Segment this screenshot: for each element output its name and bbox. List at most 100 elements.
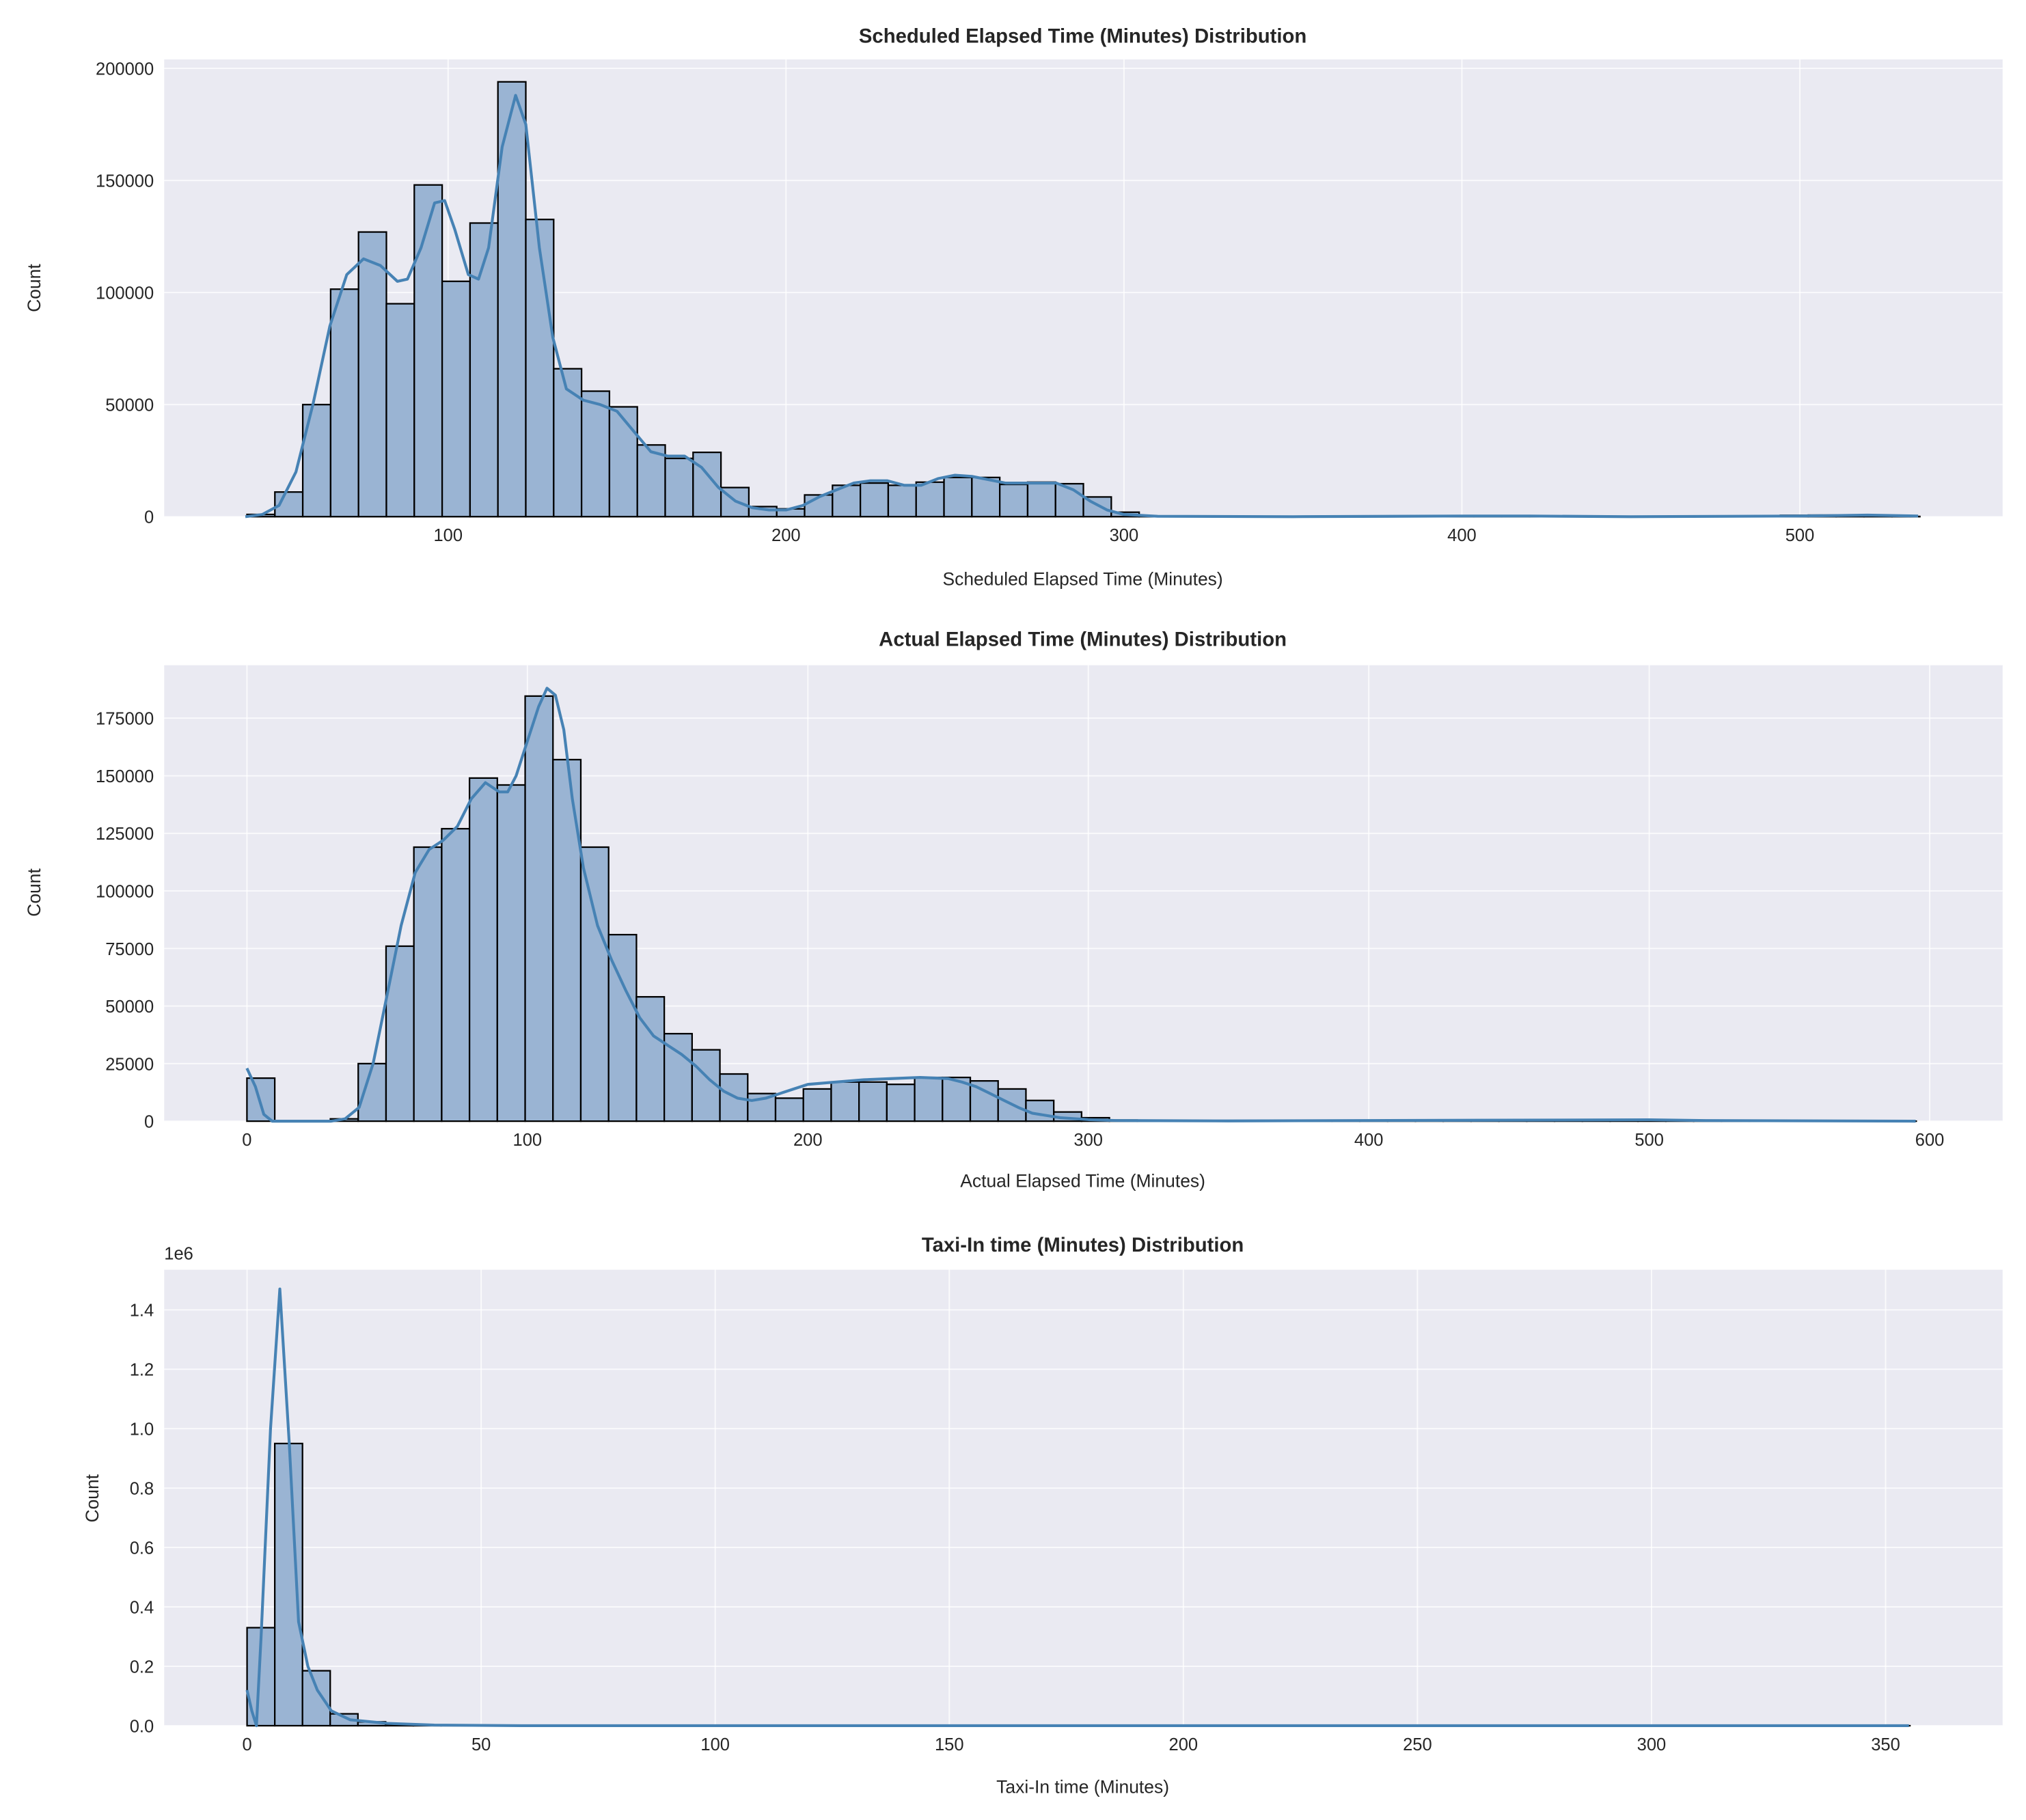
x-tick-label: 200 — [771, 526, 801, 545]
histogram-bar — [943, 476, 973, 518]
histogram-bar — [915, 481, 945, 518]
y-tick-label: 50000 — [105, 396, 154, 415]
histogram-bar — [357, 231, 387, 518]
x-tick-label: 100 — [513, 1131, 543, 1150]
y-tick-label: 125000 — [96, 825, 154, 844]
x-tick-label: 200 — [1169, 1735, 1199, 1754]
histogram-bar — [496, 784, 526, 1122]
x-tick-label: 50 — [471, 1735, 491, 1754]
y-tick-label: 1.2 — [130, 1361, 154, 1380]
histogram-bar — [441, 280, 471, 518]
y-tick-label: 150000 — [96, 767, 154, 786]
x-tick-label: 300 — [1073, 1131, 1103, 1150]
y-tick-label: 25000 — [105, 1055, 154, 1074]
histogram-bar — [1026, 481, 1056, 518]
x-axis-label: Scheduled Elapsed Time (Minutes) — [942, 568, 1222, 589]
x-tick-label: 300 — [1637, 1735, 1667, 1754]
histogram-bar — [942, 1076, 972, 1122]
chart-title: Actual Elapsed Time (Minutes) Distributi… — [879, 628, 1287, 650]
x-tick-label: 150 — [935, 1735, 964, 1754]
histogram-bar — [497, 81, 527, 518]
x-tick-label: 400 — [1447, 526, 1477, 545]
x-tick-label: 200 — [793, 1131, 823, 1150]
y-tick-label: 100000 — [96, 284, 154, 303]
histogram-bar — [469, 222, 499, 518]
histogram-bar — [608, 406, 638, 518]
histogram-bar — [579, 846, 610, 1122]
histogram-bar — [246, 1077, 276, 1122]
x-tick-label: 100 — [700, 1735, 730, 1754]
histogram-bar — [301, 404, 332, 518]
histogram-bar — [858, 1081, 888, 1122]
histogram-bar — [413, 846, 443, 1122]
plot-area — [164, 1269, 2003, 1728]
histogram-bar — [971, 476, 1001, 518]
histogram-bar — [914, 1076, 944, 1122]
histogram-bar — [830, 1081, 860, 1122]
subplot-actual-elapsed: Actual Elapsed Time (Minutes) Distributi… — [24, 628, 2003, 1191]
y-tick-label: 0.4 — [130, 1599, 154, 1618]
histogram-bar — [580, 390, 611, 518]
histogram-bar — [1025, 1099, 1055, 1122]
subplot-taxi-in: Taxi-In time (Minutes) Distribution Taxi… — [82, 1234, 2003, 1797]
y-tick-label: 75000 — [105, 940, 154, 959]
y-tick-label: 1.4 — [130, 1301, 154, 1321]
x-tick-label: 600 — [1915, 1131, 1945, 1150]
histogram-bar — [441, 827, 471, 1122]
histogram-bar — [635, 995, 666, 1122]
kde-line — [245, 1287, 1909, 1728]
y-tick-label: 50000 — [105, 997, 154, 1017]
x-tick-label: 500 — [1634, 1131, 1664, 1150]
y-axis-label: Count — [24, 264, 44, 312]
histogram-bar — [524, 695, 554, 1122]
y-tick-label: 0 — [144, 508, 154, 527]
x-tick-label: 350 — [1871, 1735, 1900, 1754]
chart-title: Scheduled Elapsed Time (Minutes) Distrib… — [859, 25, 1306, 47]
histogram-bar — [468, 777, 498, 1122]
histogram-bar — [525, 219, 555, 518]
histogram-bar — [329, 288, 359, 518]
x-axis-label: Taxi-In time (Minutes) — [996, 1776, 1169, 1797]
histogram-bar — [301, 1670, 331, 1727]
y-tick-label: 0.0 — [130, 1717, 154, 1736]
plot-area — [164, 665, 2003, 1123]
histogram-bar — [886, 1084, 916, 1122]
x-tick-label: 100 — [433, 526, 463, 545]
histogram-bar — [413, 184, 443, 518]
subplot-scheduled-elapsed: Scheduled Elapsed Time (Minutes) Distrib… — [24, 25, 2003, 589]
plot-area — [164, 59, 2003, 519]
y-tick-label: 150000 — [96, 172, 154, 191]
y-tick-label: 0.8 — [130, 1480, 154, 1499]
histogram-bar — [999, 483, 1029, 518]
histogram-bar — [663, 1032, 693, 1122]
y-tick-label: 0.6 — [130, 1539, 154, 1558]
y-tick-label: 0.2 — [130, 1657, 154, 1677]
plot-background — [164, 1269, 2003, 1726]
histogram-bar — [385, 303, 415, 518]
y-axis-label: Count — [24, 868, 44, 917]
y-tick-label: 175000 — [96, 710, 154, 729]
x-axis-label: Actual Elapsed Time (Minutes) — [960, 1171, 1205, 1191]
kde-line — [245, 94, 1919, 519]
histogram-bar — [357, 1062, 387, 1122]
histogram-bar — [664, 457, 694, 518]
y-offset-text: 1e6 — [164, 1244, 193, 1263]
x-tick-label: 400 — [1354, 1131, 1384, 1150]
histogram-bar — [553, 368, 583, 518]
y-tick-label: 100000 — [96, 883, 154, 902]
y-axis-label: Count — [82, 1474, 102, 1522]
histogram-bar — [774, 1097, 804, 1122]
x-tick-label: 0 — [242, 1131, 251, 1150]
histogram-bar — [887, 484, 917, 518]
histogram-bar — [859, 482, 890, 518]
histogram-bar — [636, 444, 666, 518]
x-tick-label: 300 — [1110, 526, 1139, 545]
histogram-bar — [273, 1442, 303, 1727]
x-tick-label: 250 — [1403, 1735, 1432, 1754]
kde-line — [245, 687, 1916, 1123]
x-tick-label: 500 — [1785, 526, 1815, 545]
chart-title: Taxi-In time (Minutes) Distribution — [922, 1234, 1244, 1256]
y-tick-label: 1.0 — [130, 1420, 154, 1439]
x-tick-label: 0 — [242, 1735, 251, 1754]
